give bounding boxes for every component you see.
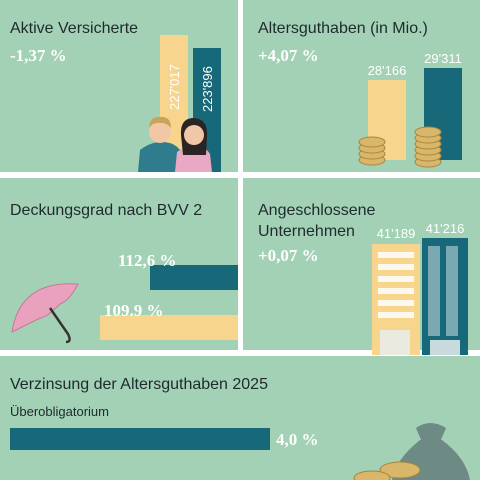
value-label: 223'896 (200, 66, 215, 112)
value-label: 29'311 (424, 51, 462, 66)
value-label: 112,6 % (118, 251, 177, 270)
change: +4,07 % (258, 46, 319, 65)
value-label: 109.9 % (104, 301, 164, 320)
value-label: 28'166 (368, 63, 407, 78)
panel-title: Deckungsgrad nach BVV 2 (10, 202, 202, 219)
buildings (372, 238, 468, 355)
value-label: 41'189 (377, 226, 416, 241)
bar (10, 428, 270, 450)
panel-title: Angeschlossene (258, 202, 376, 219)
coins (358, 126, 442, 168)
bar (150, 265, 238, 290)
panel-title: Unternehmen (258, 223, 355, 240)
value-label: 41'216 (426, 221, 465, 236)
people-illustration (138, 116, 212, 172)
divider (0, 350, 480, 356)
panel-title: Altersguthaben (in Mio.) (258, 20, 428, 37)
money-bag (353, 423, 470, 480)
panel-title: Verzinsung der Altersguthaben 2025 (10, 376, 268, 393)
umbrella (11, 283, 79, 344)
change: +0,07 % (258, 246, 319, 265)
change: -1,37 % (10, 46, 67, 65)
subtitle: Überobligatorium (10, 404, 109, 419)
bar (100, 315, 238, 340)
value-label: 227'017 (167, 64, 182, 110)
panel-title: Aktive Versicherte (10, 20, 138, 37)
divider (0, 172, 480, 178)
value-label: 4,0 % (276, 430, 319, 449)
